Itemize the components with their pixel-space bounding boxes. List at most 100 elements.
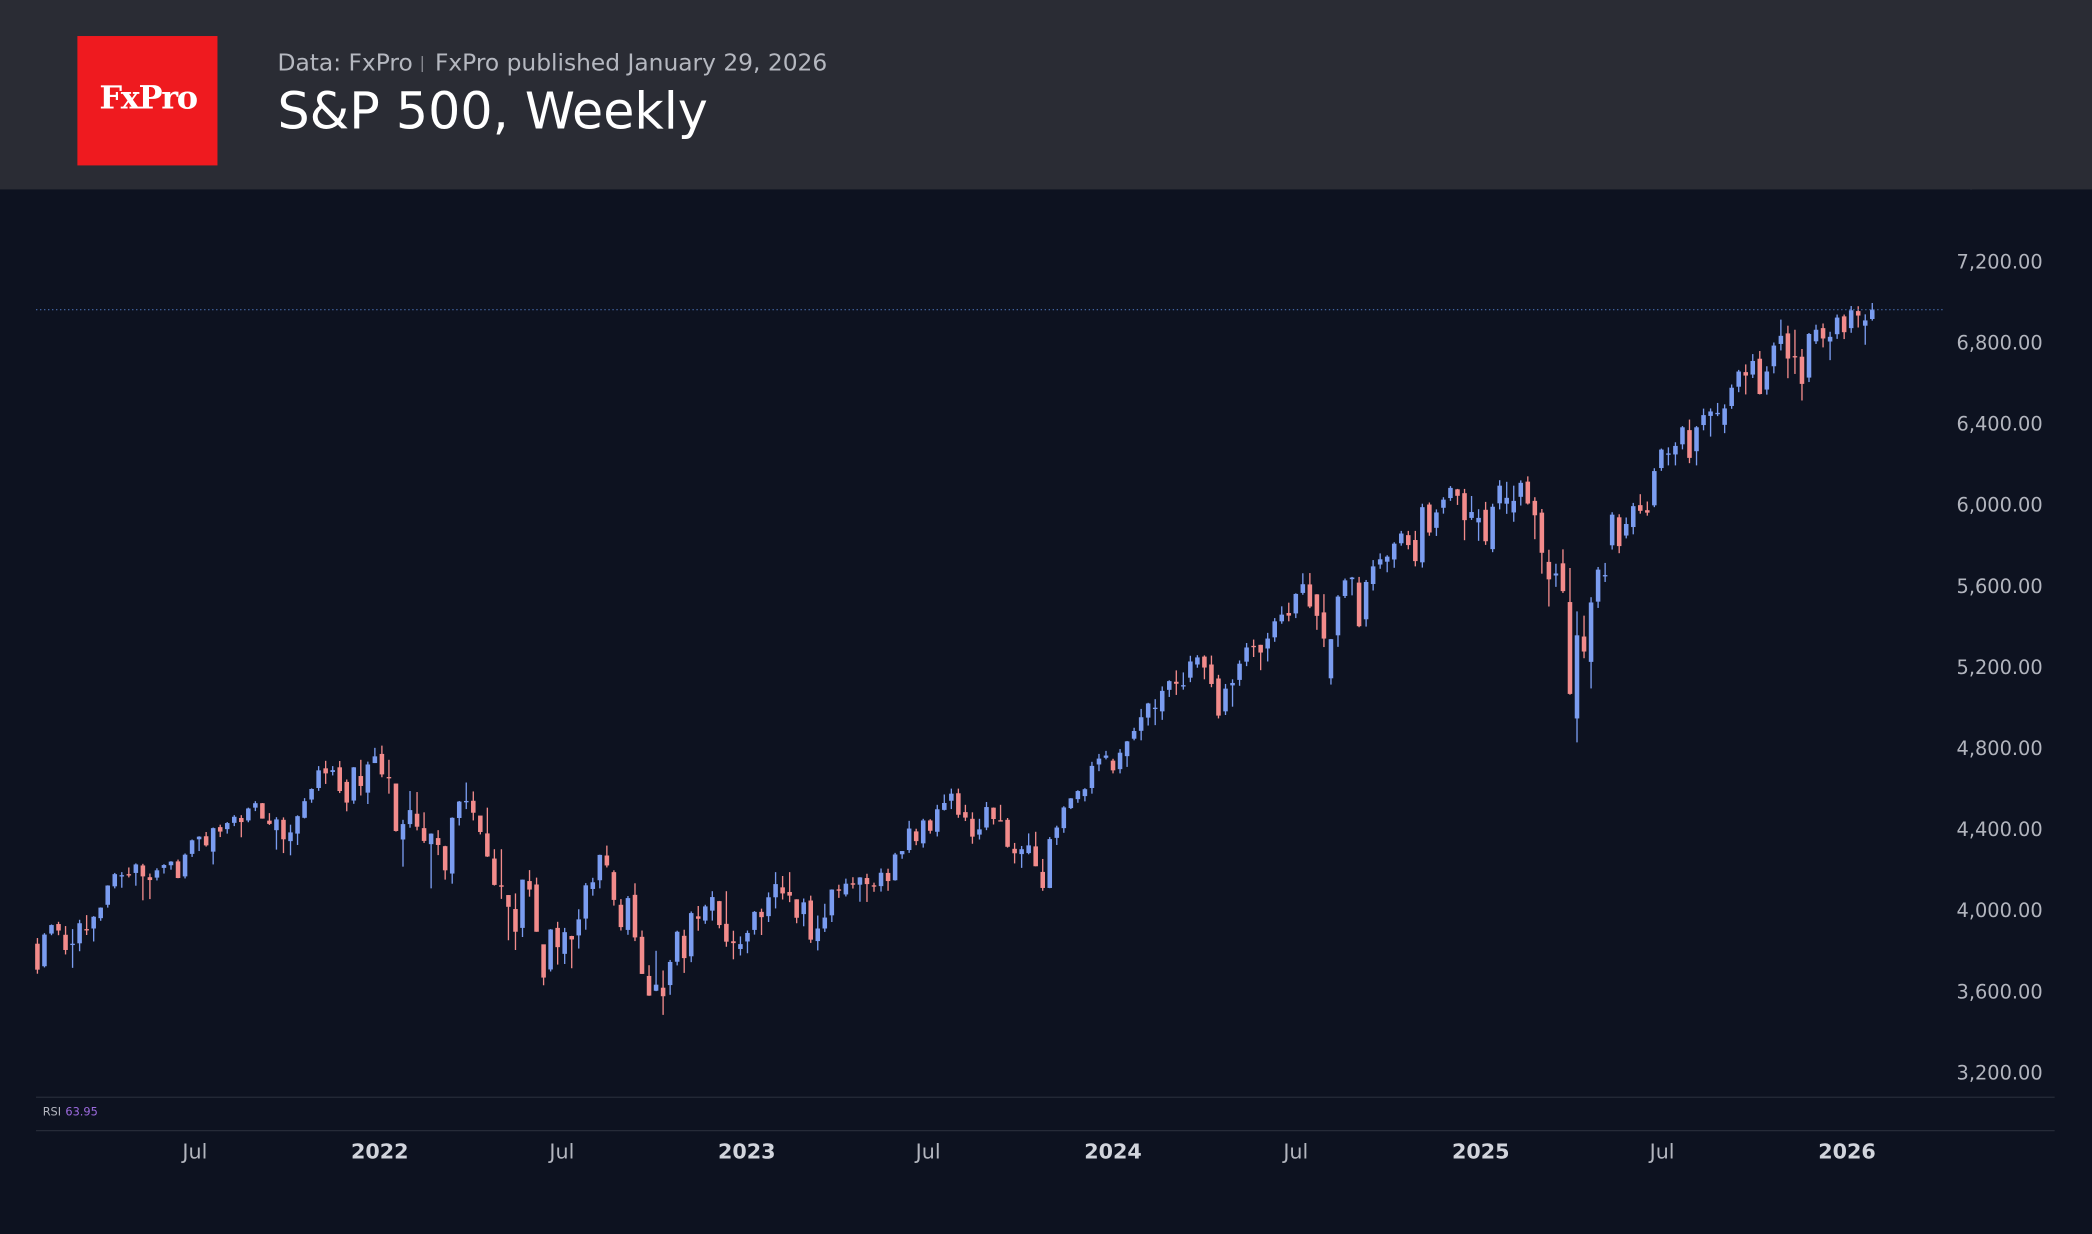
candle-body — [1413, 540, 1418, 562]
candle-body — [351, 767, 357, 801]
candle-body — [822, 917, 828, 929]
candle-body — [1595, 569, 1601, 602]
x-tick-label: Jul — [180, 1140, 207, 1164]
candle-body — [56, 924, 61, 931]
candle-body — [421, 828, 427, 841]
candle-body — [1574, 635, 1580, 719]
candle-body — [182, 854, 188, 877]
candle-body — [1026, 845, 1031, 854]
candle-body — [1244, 647, 1249, 662]
candle-body — [35, 943, 40, 970]
candle-body — [1771, 345, 1777, 367]
candle-body — [1638, 505, 1643, 511]
candle-body — [808, 900, 814, 940]
candle-body — [1124, 741, 1130, 757]
candle-body — [920, 820, 926, 844]
candle-body — [161, 865, 167, 868]
candle-body — [1398, 533, 1404, 544]
candle-body — [499, 885, 504, 887]
candle-body — [1272, 621, 1277, 638]
candle-body — [899, 851, 905, 855]
candle-body — [1483, 509, 1488, 542]
candle-body — [1293, 593, 1299, 614]
candle-body — [63, 934, 68, 950]
candle-body — [724, 923, 729, 942]
candle-body — [1792, 356, 1798, 358]
candle-body — [330, 770, 335, 772]
candle-body — [288, 832, 293, 842]
candle-body — [1434, 512, 1439, 528]
candle-body — [717, 901, 722, 926]
candle-body — [217, 827, 223, 832]
candle-body — [478, 815, 483, 832]
candle-body — [358, 776, 364, 786]
candle-body — [1778, 335, 1784, 344]
candle-body — [1525, 481, 1531, 504]
candle-body — [1089, 765, 1095, 788]
candle-body — [1195, 657, 1200, 665]
candle-body — [260, 803, 265, 819]
candle-body — [1806, 334, 1812, 378]
candle-body — [977, 829, 982, 835]
candle-body — [759, 911, 764, 918]
candle-body — [660, 987, 666, 997]
candle-body — [1335, 596, 1341, 636]
candle-body — [935, 809, 940, 832]
candle-body — [70, 943, 75, 946]
candle-body — [1188, 661, 1193, 678]
candle-body — [1560, 563, 1566, 592]
candle-body — [1307, 584, 1313, 607]
y-tick-label: 5,600.00 — [1957, 575, 2043, 598]
candle-body — [906, 828, 912, 851]
candle-body — [681, 935, 687, 959]
candle-body — [42, 934, 47, 967]
candle-body — [126, 874, 132, 876]
candle-body — [815, 928, 821, 942]
candle-body — [780, 887, 785, 894]
candle-body — [1715, 412, 1720, 415]
candle-body — [1103, 755, 1109, 758]
candle-body — [1841, 316, 1847, 333]
candle-body — [541, 944, 546, 978]
candle-body — [1616, 517, 1622, 547]
candle-body — [203, 836, 209, 846]
candle-body — [379, 753, 385, 775]
candle-body — [1609, 514, 1615, 546]
candle-body — [1567, 602, 1573, 694]
candle-body — [1553, 573, 1559, 576]
candle-body — [1855, 311, 1861, 316]
candle-body — [1820, 328, 1826, 339]
y-tick-label: 6,400.00 — [1957, 413, 2043, 436]
candle-body — [1729, 387, 1734, 406]
candle-body — [1019, 849, 1024, 855]
candle-body — [175, 861, 181, 879]
candle-body — [583, 885, 589, 919]
candle-body — [738, 944, 743, 949]
y-tick-label: 6,000.00 — [1957, 494, 2043, 517]
candle-body — [140, 865, 146, 877]
candle-body — [1630, 506, 1636, 528]
candle-body — [253, 803, 258, 808]
candle-body — [703, 906, 708, 921]
candle-body — [133, 864, 139, 873]
candle-body — [485, 833, 490, 857]
source: Data: FxPro — [278, 49, 413, 77]
candle-body — [1159, 690, 1165, 712]
candle-body — [224, 823, 230, 830]
candle-body — [646, 975, 652, 996]
candle-body — [1005, 819, 1010, 847]
candle-body — [428, 833, 434, 845]
candle-body — [1848, 310, 1854, 329]
candle-body — [91, 916, 96, 929]
candle-body — [302, 801, 307, 818]
candle-body — [766, 897, 771, 917]
candle-body — [77, 923, 82, 944]
candle-body — [794, 899, 799, 918]
candle-body — [400, 824, 406, 840]
candle-body — [555, 927, 560, 948]
candle-body — [414, 813, 420, 827]
candle-body — [527, 881, 532, 890]
x-tick-label: Jul — [1281, 1140, 1308, 1164]
candle-body — [1068, 798, 1074, 809]
